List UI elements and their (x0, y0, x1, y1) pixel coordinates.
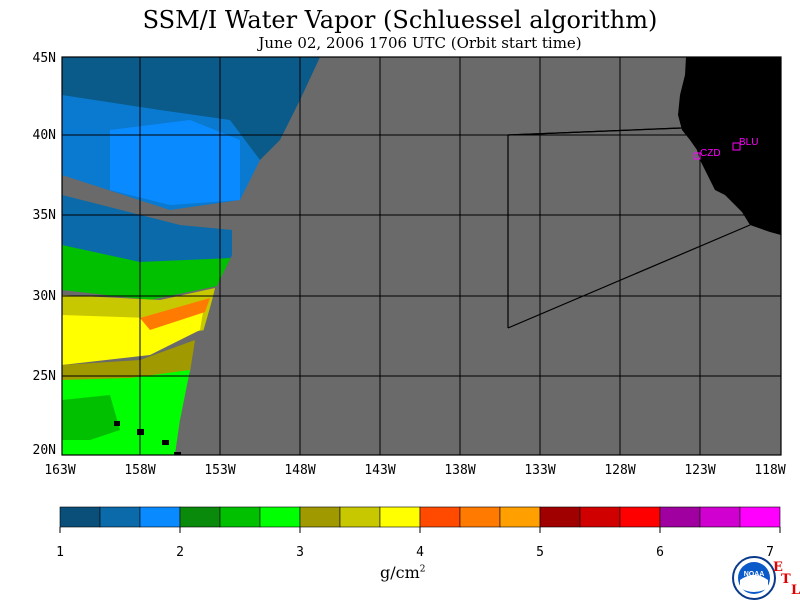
colorbar-swatch (299, 506, 341, 528)
lon-label: 143W (364, 463, 396, 478)
lat-label: 25N (32, 369, 56, 384)
colorbar-tick-label: 5 (536, 545, 544, 560)
map-frame (61, 56, 782, 456)
noaa-logo-text: NOAA (744, 571, 765, 578)
band-dark-blue-south (62, 195, 232, 265)
colorbar-tick-label: 6 (656, 545, 664, 560)
lon-label: 133W (524, 463, 556, 478)
swath-edge-mask (175, 57, 781, 455)
lon-label: 128W (604, 463, 636, 478)
lon-label: 123W (684, 463, 716, 478)
colorbar-swatch (659, 506, 701, 528)
colorbar-swatch (419, 506, 461, 528)
colorbar-swatch (459, 506, 501, 528)
colorbar-tick-label: 2 (176, 545, 184, 560)
colorbar-swatch (579, 506, 621, 528)
colorbar-swatch (259, 506, 301, 528)
etl-letter: E (773, 560, 783, 575)
lon-label: 153W (204, 463, 236, 478)
land-north-america (678, 57, 781, 235)
lon-label: 148W (284, 463, 316, 478)
lat-label: 30N (32, 289, 56, 304)
station-blu-marker (732, 142, 741, 151)
colorbar-units: g/cm2 (380, 563, 426, 582)
colorbar-swatch (539, 506, 581, 528)
station-blu-label: BLU (739, 137, 758, 148)
colorbar-tick-label: 4 (416, 545, 424, 560)
colorbar-swatch (59, 506, 101, 528)
graticule (62, 57, 781, 455)
lon-label: 138W (444, 463, 476, 478)
colorbar-swatch (99, 506, 141, 528)
map-subtitle: June 02, 2006 1706 UTC (Orbit start time… (258, 34, 582, 52)
colorbar-swatch (139, 506, 181, 528)
colorbar-tick-label: 7 (766, 545, 774, 560)
lon-label: 118W (754, 463, 786, 478)
colorbar-swatch (179, 506, 221, 528)
lat-label: 40N (32, 128, 56, 143)
colorbar-tick-label: 1 (56, 545, 64, 560)
etl-letter: L (791, 583, 800, 598)
lon-label: 158W (124, 463, 156, 478)
lat-label: 20N (32, 443, 56, 458)
colorbar-swatch (499, 506, 541, 528)
noaa-logo: NOAA (732, 556, 776, 600)
band-orange-streak (140, 298, 210, 330)
station-czd-marker (693, 152, 701, 160)
lon-label: 163W (44, 463, 76, 478)
band-blue-core (110, 120, 240, 205)
etl-letter: T (781, 572, 791, 587)
map-title: SSM/I Water Vapor (Schluessel algorithm) (142, 6, 658, 34)
colorbar-swatch (379, 506, 421, 528)
colorbar-swatch (619, 506, 661, 528)
station-markers: CZD BLU (693, 137, 758, 160)
swath-data (62, 57, 781, 455)
colorbar-swatch (739, 506, 781, 528)
band-green-south (62, 395, 120, 440)
colorbar (59, 506, 781, 528)
colorbar-swatch (699, 506, 741, 528)
band-green (62, 245, 232, 300)
band-olive-south (62, 340, 195, 385)
colorbar-ticks (59, 527, 781, 533)
colorbar-swatch (339, 506, 381, 528)
lat-label: 35N (32, 208, 56, 223)
station-czd-label: CZD (700, 148, 721, 159)
colorbar-tick-label: 3 (296, 545, 304, 560)
lat-label: 45N (32, 51, 56, 66)
colorbar-swatch (219, 506, 261, 528)
